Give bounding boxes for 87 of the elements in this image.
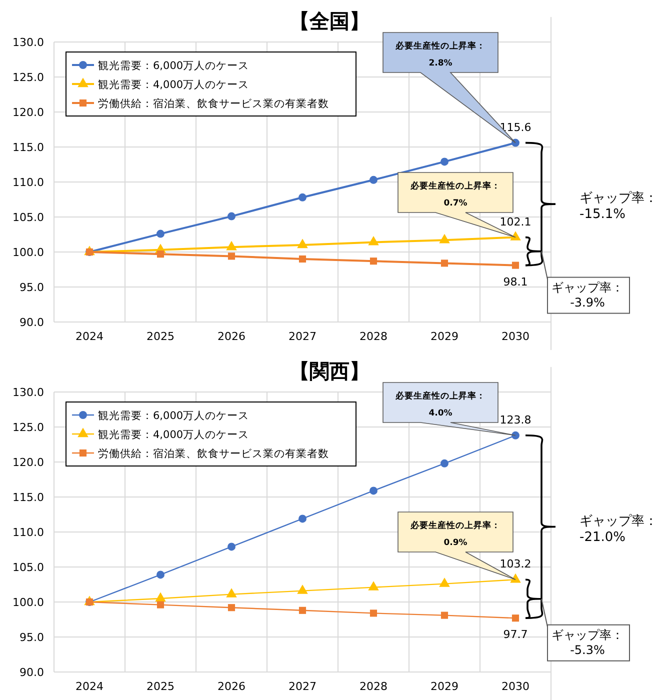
legend-label: 観光需要：4,000万人のケース: [98, 428, 250, 441]
point: [370, 610, 378, 617]
legend-label: 労働供給：宿泊業、飲食サービス業の有業者数: [98, 447, 329, 460]
point: [370, 176, 378, 184]
point: [297, 238, 308, 248]
legend-label: 観光需要：6,000万人のケース: [98, 409, 250, 422]
point: [440, 260, 448, 267]
y-tick-label: 90.0: [20, 666, 44, 679]
y-tick-label: 100.0: [12, 596, 44, 609]
point: [512, 614, 520, 622]
point: [156, 250, 164, 258]
x-tick-label: 2024: [76, 680, 104, 693]
y-tick-label: 100.0: [12, 246, 44, 259]
point: [440, 459, 448, 468]
y-tick-label: 90.0: [20, 316, 44, 329]
point: [510, 231, 521, 240]
x-tick-label: 2026: [218, 680, 246, 693]
point: [439, 234, 450, 244]
x-tick-label: 2027: [288, 680, 316, 693]
point: [155, 592, 166, 602]
y-tick-label: 105.0: [12, 211, 44, 224]
data-label: 102.1: [500, 215, 532, 228]
y-tick-label: 130.0: [12, 386, 44, 399]
y-tick-label: 110.0: [12, 526, 44, 539]
point: [298, 255, 306, 263]
chart-title: 【関西】: [290, 359, 370, 383]
y-tick-label: 120.0: [12, 456, 44, 469]
x-tick-label: 2028: [360, 330, 388, 343]
x-tick-label: 2028: [360, 680, 388, 693]
chart-title: 【全国】: [290, 9, 370, 33]
x-tick-label: 2030: [502, 680, 530, 693]
point: [228, 212, 236, 220]
point: [298, 193, 306, 202]
x-tick-label: 2026: [218, 330, 246, 343]
point: [228, 542, 236, 551]
point: [298, 514, 306, 523]
point: [226, 588, 237, 598]
annotation: 必要生産性の上昇率： 0.9%: [410, 520, 500, 548]
x-tick-label: 2029: [430, 680, 458, 693]
point: [370, 258, 378, 265]
point: [297, 584, 308, 594]
text: ギャップ率： -15.1%: [580, 190, 658, 222]
point: [228, 604, 236, 612]
y-tick-label: 130.0: [12, 36, 44, 49]
y-tick-label: 105.0: [12, 561, 44, 574]
point: [440, 158, 448, 166]
legend-label: 観光需要：4,000万人のケース: [98, 78, 250, 91]
point: [156, 601, 164, 608]
y-tick-label: 120.0: [12, 106, 44, 119]
x-tick-label: 2029: [430, 330, 458, 343]
y-tick-label: 115.0: [12, 141, 44, 154]
y-tick-label: 115.0: [12, 491, 44, 504]
y-tick-label: 95.0: [20, 281, 44, 294]
data-label: 98.1: [503, 275, 528, 288]
point: [156, 570, 164, 579]
text: ギャップ率： -21.0%: [580, 512, 658, 545]
point: [226, 240, 237, 250]
legend-label: 労働供給：宿泊業、飲食サービス業の有業者数: [98, 97, 329, 110]
point: [368, 581, 379, 590]
x-tick-label: 2030: [502, 330, 530, 343]
annotation: 必要生産性の上昇率： 4.0%: [394, 390, 486, 418]
point: [440, 612, 448, 619]
x-tick-label: 2025: [146, 330, 174, 343]
point: [370, 486, 378, 495]
x-tick-label: 2025: [146, 680, 174, 693]
point: [298, 606, 306, 614]
legend-label: 観光需要：6,000万人のケース: [98, 59, 250, 72]
data-label: 97.7: [503, 628, 528, 642]
y-tick-label: 110.0: [12, 176, 44, 189]
annotation: 必要生産性の上昇率： 0.7%: [410, 180, 500, 208]
text: ギャップ率： -3.9%: [552, 280, 624, 310]
y-tick-label: 125.0: [12, 71, 44, 84]
point: [512, 138, 520, 147]
x-tick-label: 2024: [76, 330, 104, 343]
point: [156, 230, 164, 238]
x-tick-label: 2027: [288, 330, 316, 343]
data-label: 103.2: [500, 558, 532, 571]
data-label: 123.8: [500, 413, 532, 426]
y-tick-label: 95.0: [20, 631, 44, 644]
y-tick-label: 125.0: [12, 421, 44, 434]
point: [228, 252, 236, 260]
point: [512, 431, 520, 440]
text: ギャップ率： -5.3%: [552, 628, 624, 657]
annotation: 必要生産性の上昇率： 2.8%: [394, 40, 486, 68]
point: [512, 262, 520, 269]
point: [368, 236, 379, 246]
point: [439, 578, 450, 587]
